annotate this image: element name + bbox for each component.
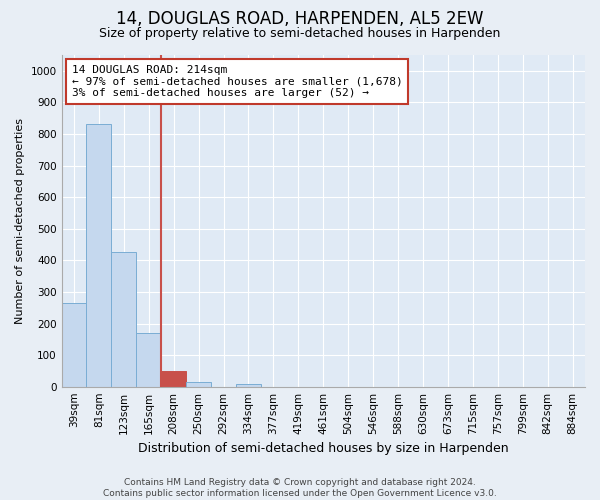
Text: Contains HM Land Registry data © Crown copyright and database right 2024.
Contai: Contains HM Land Registry data © Crown c… [103,478,497,498]
Bar [112,252,136,386]
Bar [86,124,112,386]
X-axis label: Distribution of semi-detached houses by size in Harpenden: Distribution of semi-detached houses by … [138,442,509,455]
Bar [236,384,261,386]
Bar [136,333,161,386]
Text: 14, DOUGLAS ROAD, HARPENDEN, AL5 2EW: 14, DOUGLAS ROAD, HARPENDEN, AL5 2EW [116,10,484,28]
Y-axis label: Number of semi-detached properties: Number of semi-detached properties [15,118,25,324]
Bar [161,371,186,386]
Bar [186,382,211,386]
Text: 14 DOUGLAS ROAD: 214sqm
← 97% of semi-detached houses are smaller (1,678)
3% of : 14 DOUGLAS ROAD: 214sqm ← 97% of semi-de… [72,65,403,98]
Bar [62,303,86,386]
Text: Size of property relative to semi-detached houses in Harpenden: Size of property relative to semi-detach… [100,28,500,40]
